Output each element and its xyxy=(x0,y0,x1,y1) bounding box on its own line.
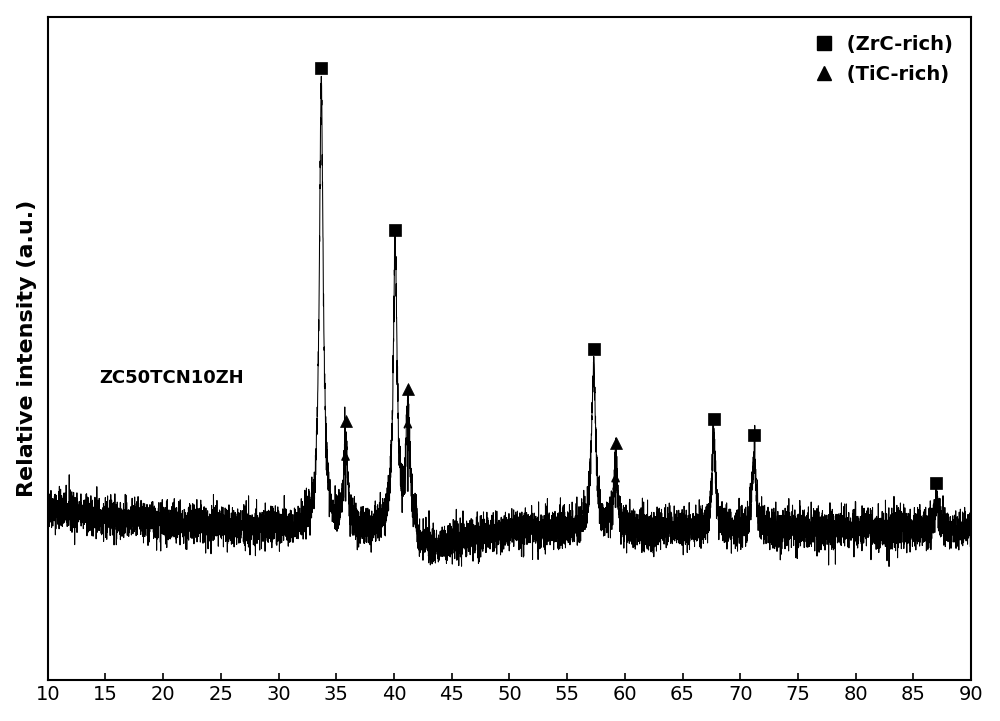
Text: ZC50TCN10ZH: ZC50TCN10ZH xyxy=(100,369,244,387)
Y-axis label: Relative intensity (a.u.): Relative intensity (a.u.) xyxy=(17,200,37,497)
Legend:  (ZrC-rich),  (TiC-rich): (ZrC-rich), (TiC-rich) xyxy=(806,26,962,92)
